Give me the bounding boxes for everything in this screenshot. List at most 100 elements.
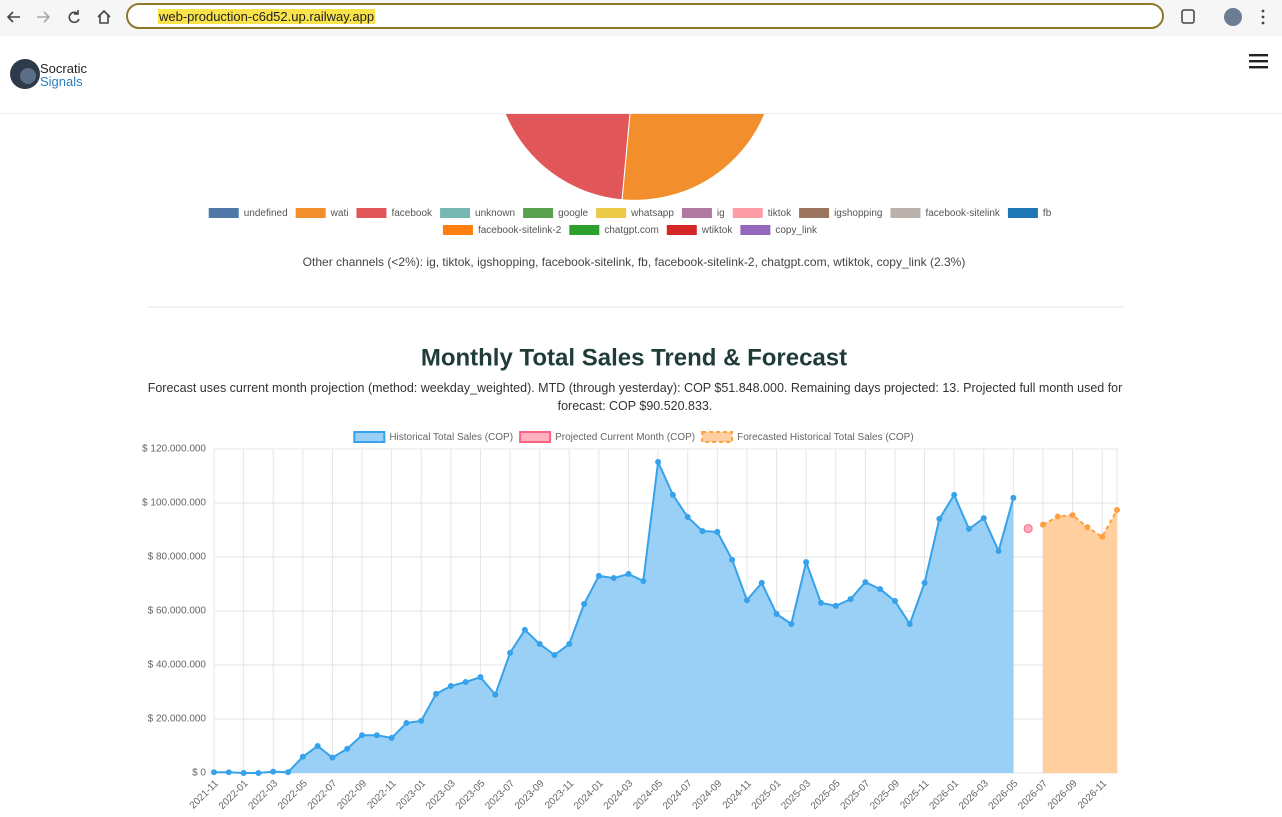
browser-toolbar: web-production-c6d52.up.railway.app [0,0,1282,36]
point [373,732,380,739]
x-tick-label: 2024-01 [572,778,606,812]
site-header: Socratic Signals [0,37,1282,114]
point [225,769,232,776]
x-tick-label: 2021-11 [188,778,222,812]
area [1042,510,1117,773]
point [699,528,706,535]
point [714,528,721,535]
x-tick-label: 2024-11 [721,778,755,812]
point [951,491,958,498]
point [995,548,1002,555]
home-button[interactable] [97,9,111,24]
legend-label: igshopping [834,208,882,219]
point [788,620,795,627]
point [492,691,499,698]
legend-swatch [890,208,921,218]
point [936,515,943,522]
legend-item: wati [295,208,349,219]
x-tick-label: 2022-01 [217,778,251,812]
legend-label: unknown [475,208,515,219]
legend-item: igshopping [799,208,882,219]
forward-button[interactable] [37,11,51,23]
x-tick-label: 2025-01 [750,778,784,812]
point [211,769,217,776]
point [1084,524,1091,531]
point [1099,533,1106,540]
point [847,596,854,603]
back-button[interactable] [6,11,20,23]
legend-item: facebook [356,208,433,219]
point [477,674,484,681]
hamburger-menu[interactable] [1249,53,1271,71]
menu-dot[interactable] [1261,21,1265,25]
channel-note: Other channels (<2%): ig, tiktok, igshop… [303,255,966,269]
x-tick-label: 2023-01 [395,778,429,812]
legend-item: undefined [208,208,288,219]
point [625,571,632,578]
x-tick-label: 2024-09 [691,778,725,812]
legend-swatch [208,208,239,218]
point [906,620,913,627]
x-tick-label: 2025-07 [839,778,873,812]
point [980,515,987,522]
menu-dot[interactable] [1261,9,1265,13]
address-bar[interactable]: web-production-c6d52.up.railway.app [126,3,1164,29]
logo-icon [10,59,40,89]
point [743,597,750,604]
point [817,599,824,606]
legend-label: whatsapp [630,208,674,219]
legend-label: Projected Current Month (COP) [555,432,695,443]
chart-title: Monthly Total Sales Trend & Forecast [421,344,847,371]
point [684,514,691,521]
url[interactable]: web-production-c6d52.up.railway.app [158,9,376,24]
legend-swatch [442,225,473,235]
legend-swatch [523,208,554,218]
point [462,679,469,686]
legend-item: Historical Total Sales (COP) [353,431,513,443]
profile-button[interactable] [1224,8,1242,26]
point [1054,513,1061,520]
point [610,575,617,582]
x-tick-label: 2022-07 [306,778,340,812]
legend-swatch [681,208,712,218]
nav-buttons[interactable] [0,0,120,36]
legend-label: wati [330,208,349,219]
legend-label: tiktok [768,208,792,219]
x-tick-label: 2026-05 [987,778,1021,812]
legend-swatch [356,208,387,218]
point [314,743,321,749]
legend-item: fb [1007,208,1052,219]
x-tick-label: 2026-09 [1046,778,1080,812]
y-tick-label: $ 80.000.000 [148,552,207,563]
brand-name: Signals [40,74,83,89]
legend-label: Forecasted Historical Total Sales (COP) [737,432,914,443]
chart-legend: Historical Total Sales (COP) Projected Cu… [353,431,914,443]
point [536,640,543,647]
chart-subtitle: Forecast uses current month projection (… [147,381,1123,413]
x-tick-label: 2025-11 [898,778,932,812]
legend-label: fb [1043,208,1052,219]
y-tick-label: $ 60.000.000 [148,606,207,617]
extensions-button[interactable] [1181,9,1195,24]
legend-swatch [799,208,830,218]
legend-item: facebook-sitelink-2 [442,225,562,236]
legend-swatch [1007,208,1038,218]
x-tick-label: 2024-07 [661,778,695,812]
legend-label: facebook [391,208,433,219]
legend-label: ig [717,208,725,219]
legend-item: ig [681,208,725,219]
legend-item: wtiktok [666,225,733,236]
point [581,600,588,607]
x-tick-label: 2025-05 [809,778,843,812]
point [669,491,676,498]
menu-dot[interactable] [1261,15,1265,19]
point [1039,521,1046,528]
reload-button[interactable] [68,10,80,24]
x-tick-label: 2022-05 [276,778,310,812]
legend-label: google [558,208,588,219]
point [403,720,410,727]
point [877,586,884,593]
point [655,458,662,465]
